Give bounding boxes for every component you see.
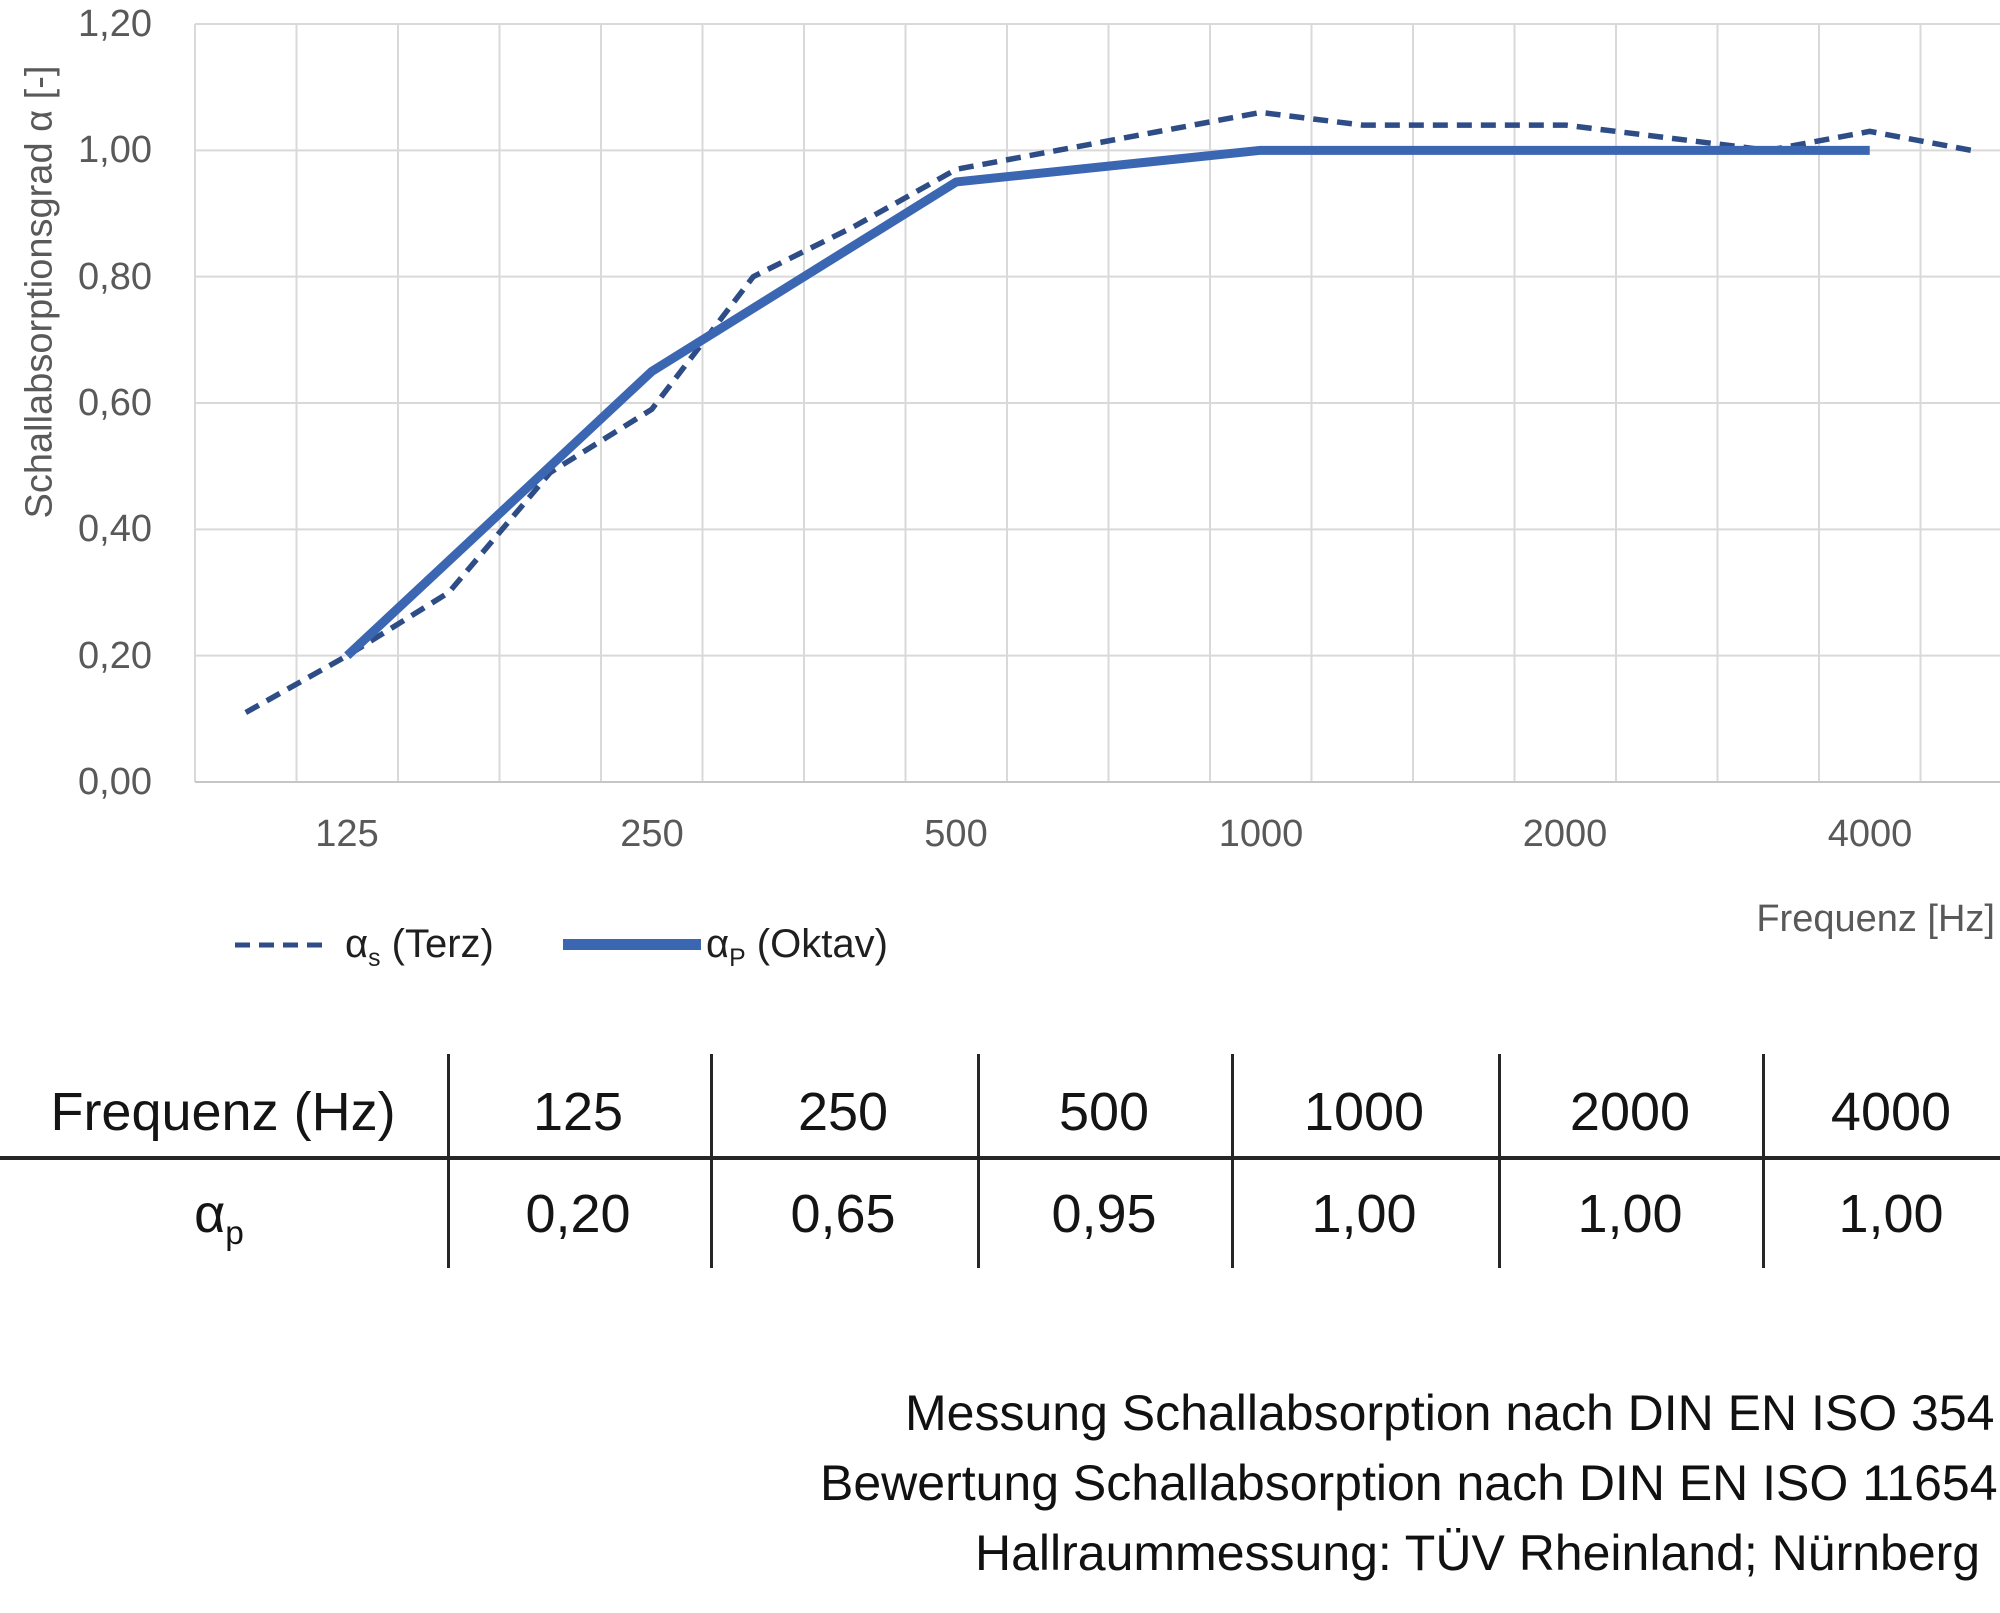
- table-column-separator: [1498, 1054, 1501, 1268]
- legend-label-terz: αs (Terz): [345, 918, 494, 972]
- note-line-measurement: Messung Schallabsorption nach DIN EN ISO…: [905, 1385, 1995, 1441]
- legend-alpha-glyph: α: [345, 922, 369, 966]
- table-cell-value: 1,00: [1311, 1184, 1417, 1244]
- x-tick-label: 2000: [1522, 813, 1608, 855]
- y-tick-label: 1,20: [78, 3, 152, 45]
- table-divider-line: [0, 1156, 2000, 1160]
- table-header-value: 4000: [1830, 1082, 1952, 1142]
- table-header-value: 250: [797, 1082, 889, 1142]
- table-cell-value: 0,95: [1051, 1184, 1157, 1244]
- note-line-rating: Bewertung Schallabsorption nach DIN EN I…: [820, 1455, 1998, 1511]
- table-cell-value: 1,00: [1577, 1184, 1683, 1244]
- table-column-separator: [977, 1054, 980, 1268]
- legend-subscript: P: [729, 945, 746, 972]
- table-header-value: 500: [1058, 1082, 1150, 1142]
- x-tick-label: 4000: [1827, 813, 1913, 855]
- table-column-separator: [1231, 1054, 1234, 1268]
- y-tick-label: 1,00: [78, 129, 152, 171]
- table-column-separator: [447, 1054, 450, 1268]
- legend-series-name: (Terz): [380, 922, 494, 966]
- table-header-frequency: Frequenz (Hz): [50, 1082, 396, 1142]
- x-tick-label: 500: [924, 813, 988, 855]
- x-tick-label: 250: [620, 813, 684, 855]
- y-tick-label: 0,80: [78, 256, 152, 298]
- series-line-oktav-solid: [344, 145, 1870, 659]
- legend-alpha-glyph: α: [706, 922, 730, 966]
- x-tick-label: 1000: [1218, 813, 1304, 855]
- series-line-terz-dashed: [244, 109, 1972, 715]
- note-line-lab: Hallraummessung: TÜV Rheinland; Nürnberg: [975, 1525, 1981, 1581]
- x-tick-label: 125: [315, 813, 379, 855]
- table-row-label-alpha-p: αp: [194, 1183, 244, 1250]
- y-tick-label: 0,60: [78, 382, 152, 424]
- legend-label-oktav: αP (Oktav): [706, 918, 888, 972]
- plot-area: [194, 22, 2000, 783]
- table-cell-value: 0,20: [525, 1184, 631, 1244]
- table-column-separator: [710, 1054, 713, 1268]
- legend-subscript: s: [368, 945, 381, 972]
- alpha-glyph: α: [194, 1184, 226, 1244]
- alpha-subscript: p: [225, 1214, 244, 1252]
- table-column-separator: [1762, 1054, 1765, 1268]
- table-cell-value: 0,65: [790, 1184, 896, 1244]
- y-tick-label: 0,20: [78, 635, 152, 677]
- table-header-value: 2000: [1569, 1082, 1691, 1142]
- y-tick-label: 0,40: [78, 508, 152, 550]
- legend-dashed-swatch: [235, 942, 331, 948]
- table-cell-value: 1,00: [1838, 1184, 1944, 1244]
- x-axis-title: Frequenz [Hz]: [1756, 898, 1995, 940]
- legend-series-name: (Oktav): [745, 922, 888, 966]
- y-tick-label: 0,00: [78, 761, 152, 803]
- table-header-value: 1000: [1303, 1082, 1425, 1142]
- legend-solid-swatch: [563, 939, 701, 950]
- table-header-value: 125: [532, 1082, 624, 1142]
